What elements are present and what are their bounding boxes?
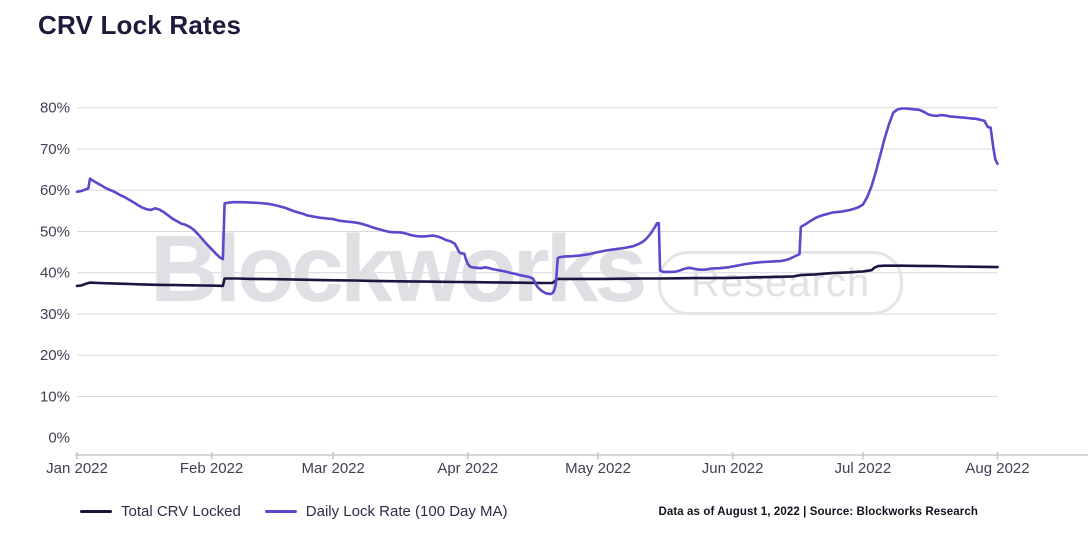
watermark-blockworks-text: Blockworks xyxy=(150,216,647,322)
x-axis-label-aug-2022: Aug 2022 xyxy=(965,460,1029,477)
x-axis-label-mar-2022: Mar 2022 xyxy=(301,460,364,477)
source-note: Data as of August 1, 2022 | Source: Bloc… xyxy=(658,506,978,518)
legend-swatch-daily-lock-rate xyxy=(264,509,297,514)
x-axis-label-jan-2022: Jan 2022 xyxy=(46,460,108,477)
series-line-total-crv-locked xyxy=(75,264,999,288)
y-axis-label-50%: 50% xyxy=(40,223,70,240)
y-axis-label-70%: 70% xyxy=(40,141,70,158)
x-axis-label-may-2022: May 2022 xyxy=(565,460,631,477)
legend-item-daily-lock-rate: Daily Lock Rate (100 Day MA) xyxy=(264,503,508,520)
y-axis-label-0%: 0% xyxy=(48,430,70,447)
legend-label-daily-lock-rate: Daily Lock Rate (100 Day MA) xyxy=(305,503,508,520)
x-axis-label-jun-2022: Jun 2022 xyxy=(702,460,764,477)
x-axis-label-feb-2022: Feb 2022 xyxy=(180,460,243,477)
y-axis-label-10%: 10% xyxy=(40,388,70,405)
legend-label-total-crv-locked: Total CRV Locked xyxy=(121,503,241,520)
chart-title: CRV Lock Rates xyxy=(38,10,242,40)
y-axis-label-20%: 20% xyxy=(40,347,70,364)
y-axis-label-40%: 40% xyxy=(40,265,70,282)
y-axis-label-80%: 80% xyxy=(40,100,70,117)
legend: Total CRV Locked Daily Lock Rate (100 Da… xyxy=(80,503,508,520)
x-axis-label-apr-2022: Apr 2022 xyxy=(437,460,498,477)
y-axis-label-60%: 60% xyxy=(40,182,70,199)
legend-swatch-total-crv-locked xyxy=(80,509,112,514)
y-axis-label-30%: 30% xyxy=(40,306,70,323)
legend-item-total-crv-locked: Total CRV Locked xyxy=(80,503,241,520)
x-axis-label-jul-2022: Jul 2022 xyxy=(835,460,892,477)
series-line-daily-lock-rate-100-day-ma- xyxy=(75,107,999,296)
